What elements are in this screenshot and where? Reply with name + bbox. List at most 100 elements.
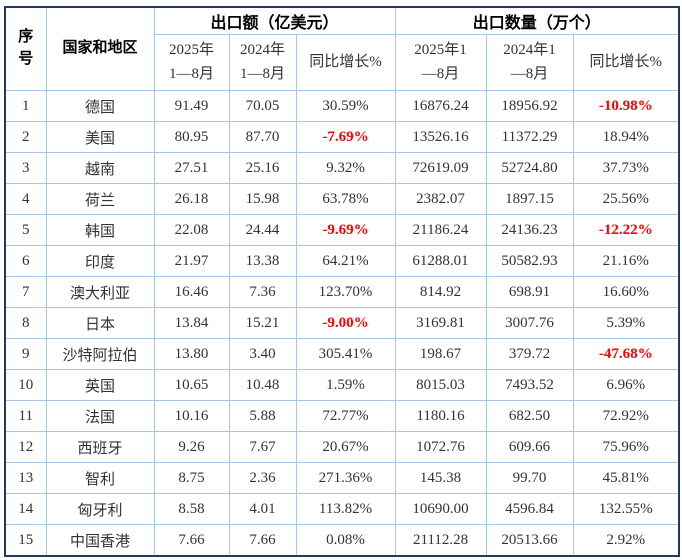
- cell-country: 沙特阿拉伯: [45, 338, 155, 370]
- cell-qty-growth: 132.55%: [572, 493, 680, 525]
- cell-export-2024: 25.16: [228, 152, 297, 184]
- cell-export-2025: 26.18: [153, 183, 230, 215]
- table-row: 7 澳大利亚 16.46 7.36 123.70% 814.92 698.91 16.60%: [4, 276, 680, 308]
- cell-export-2025: 80.95: [153, 121, 230, 153]
- cell-export-2024: 7.66: [228, 524, 297, 557]
- cell-qty-growth: 25.56%: [572, 183, 680, 215]
- cell-export-growth: 271.36%: [295, 462, 396, 494]
- cell-qty-growth: 6.96%: [572, 369, 680, 401]
- cell-export-2025: 13.84: [153, 307, 230, 339]
- cell-qty-2024: 99.70: [485, 462, 574, 494]
- cell-country: 越南: [45, 152, 155, 184]
- header-export-qty-group: 出口数量（万个）: [394, 6, 680, 35]
- cell-export-growth: 63.78%: [295, 183, 396, 215]
- cell-export-growth: 123.70%: [295, 276, 396, 308]
- cell-export-2025: 8.75: [153, 462, 230, 494]
- cell-qty-2025: 1180.16: [394, 400, 487, 432]
- cell-export-2024: 7.67: [228, 431, 297, 463]
- cell-export-2024: 24.44: [228, 214, 297, 246]
- cell-serial: 7: [4, 276, 47, 308]
- cell-country: 荷兰: [45, 183, 155, 215]
- cell-serial: 12: [4, 431, 47, 463]
- cell-export-2025: 91.49: [153, 90, 230, 122]
- cell-qty-2024: 50582.93: [485, 245, 574, 277]
- table-row: 2 美国 80.95 87.70 -7.69% 13526.16 11372.29 18.94…: [4, 121, 680, 153]
- table-row: 4 荷兰 26.18 15.98 63.78% 2382.07 1897.15 25.56%: [4, 183, 680, 215]
- cell-export-2025: 10.65: [153, 369, 230, 401]
- cell-qty-growth: 16.60%: [572, 276, 680, 308]
- cell-serial: 1: [4, 90, 47, 122]
- cell-qty-2024: 11372.29: [485, 121, 574, 153]
- cell-country: 英国: [45, 369, 155, 401]
- header-country: 国家和地区: [45, 6, 155, 91]
- cell-qty-2024: 698.91: [485, 276, 574, 308]
- cell-export-2024: 15.21: [228, 307, 297, 339]
- table-row: 8 日本 13.84 15.21 -9.00% 3169.81 3007.76 5.39%: [4, 307, 680, 339]
- cell-qty-growth: 5.39%: [572, 307, 680, 339]
- header-sub-row: 2025年 1—8月 2024年 1—8月 同比增长% 2025年1 —8月 2…: [5, 34, 680, 91]
- cell-export-2024: 87.70: [228, 121, 297, 153]
- cell-qty-2025: 13526.16: [394, 121, 487, 153]
- cell-export-2024: 2.36: [228, 462, 297, 494]
- cell-serial: 8: [4, 307, 47, 339]
- table-header: 序 号 国家和地区 出口额（亿美元） 出口数量（万个） 2025年 1—8月 2…: [4, 6, 680, 91]
- table-row: 14 匈牙利 8.58 4.01 113.82% 10690.00 4596.84 132.5…: [4, 493, 680, 525]
- cell-qty-2024: 379.72: [485, 338, 574, 370]
- cell-serial: 14: [4, 493, 47, 525]
- cell-qty-growth: 2.92%: [572, 524, 680, 557]
- cell-qty-growth: 37.73%: [572, 152, 680, 184]
- cell-export-growth: -9.00%: [295, 307, 396, 339]
- cell-qty-2025: 21186.24: [394, 214, 487, 246]
- cell-qty-growth: 72.92%: [572, 400, 680, 432]
- header-export-2024: 2024年 1—8月: [228, 34, 297, 91]
- cell-qty-2024: 20513.66: [485, 524, 574, 557]
- cell-qty-2025: 16876.24: [394, 90, 487, 122]
- cell-serial: 10: [4, 369, 47, 401]
- cell-export-2025: 13.80: [153, 338, 230, 370]
- cell-qty-2025: 61288.01: [394, 245, 487, 277]
- cell-export-growth: 9.32%: [295, 152, 396, 184]
- table-row: 5 韩国 22.08 24.44 -9.69% 21186.24 24136.23 -12.2…: [4, 214, 680, 246]
- cell-qty-2025: 814.92: [394, 276, 487, 308]
- cell-export-2024: 10.48: [228, 369, 297, 401]
- export-data-table: 序 号 国家和地区 出口额（亿美元） 出口数量（万个） 2025年 1—8月 2…: [4, 6, 681, 557]
- cell-export-growth: 1.59%: [295, 369, 396, 401]
- cell-qty-growth: -10.98%: [572, 90, 680, 122]
- cell-country: 德国: [45, 90, 155, 122]
- cell-qty-2025: 72619.09: [394, 152, 487, 184]
- table-row: 11 法国 10.16 5.88 72.77% 1180.16 682.50 72.92%: [4, 400, 680, 432]
- cell-qty-2024: 3007.76: [485, 307, 574, 339]
- cell-qty-growth: 18.94%: [572, 121, 680, 153]
- cell-qty-2024: 4596.84: [485, 493, 574, 525]
- cell-export-growth: 0.08%: [295, 524, 396, 557]
- cell-country: 智利: [45, 462, 155, 494]
- table-row: 15 中国香港 7.66 7.66 0.08% 21112.28 20513.66 2.92%: [4, 524, 680, 557]
- cell-serial: 5: [4, 214, 47, 246]
- cell-country: 中国香港: [45, 524, 155, 557]
- cell-qty-2025: 145.38: [394, 462, 487, 494]
- cell-qty-2025: 198.67: [394, 338, 487, 370]
- cell-serial: 11: [4, 400, 47, 432]
- cell-serial: 3: [4, 152, 47, 184]
- cell-qty-2025: 2382.07: [394, 183, 487, 215]
- header-export-2025: 2025年 1—8月: [153, 34, 230, 91]
- cell-export-growth: 72.77%: [295, 400, 396, 432]
- cell-export-growth: -9.69%: [295, 214, 396, 246]
- cell-export-growth: 20.67%: [295, 431, 396, 463]
- table-row: 9 沙特阿拉伯 13.80 3.40 305.41% 198.67 379.72 -47.68…: [4, 338, 680, 370]
- cell-qty-2024: 52724.80: [485, 152, 574, 184]
- cell-export-2025: 10.16: [153, 400, 230, 432]
- cell-export-2025: 22.08: [153, 214, 230, 246]
- header-qty-2025: 2025年1 —8月: [394, 34, 487, 91]
- cell-qty-2024: 682.50: [485, 400, 574, 432]
- cell-country: 法国: [45, 400, 155, 432]
- table-row: 13 智利 8.75 2.36 271.36% 145.38 99.70 45.81%: [4, 462, 680, 494]
- table-row: 12 西班牙 9.26 7.67 20.67% 1072.76 609.66 75.96%: [4, 431, 680, 463]
- cell-export-2024: 15.98: [228, 183, 297, 215]
- cell-export-2024: 3.40: [228, 338, 297, 370]
- cell-export-2025: 7.66: [153, 524, 230, 557]
- cell-export-2025: 21.97: [153, 245, 230, 277]
- cell-export-growth: 113.82%: [295, 493, 396, 525]
- header-export-value-group: 出口额（亿美元）: [153, 6, 396, 35]
